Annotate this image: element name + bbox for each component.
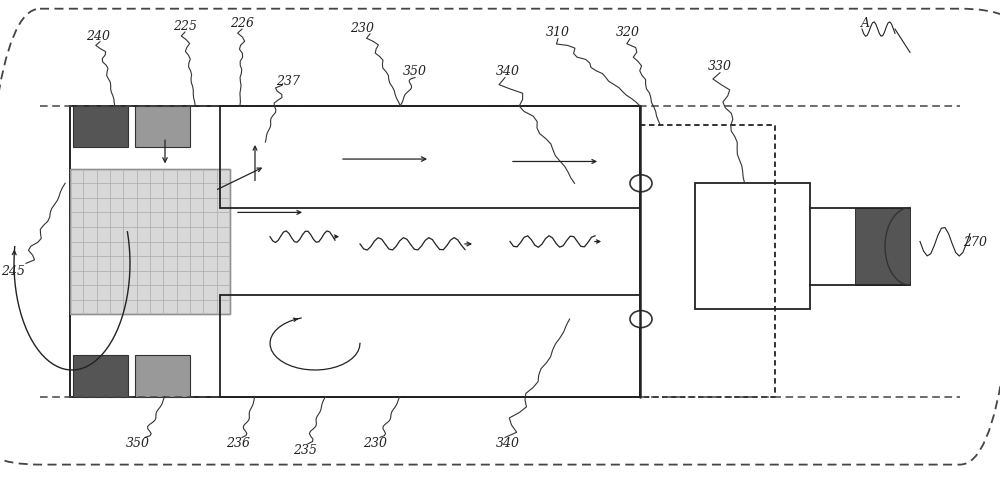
Ellipse shape xyxy=(630,311,652,328)
Text: 270: 270 xyxy=(963,236,987,248)
Text: 230: 230 xyxy=(363,437,387,449)
Bar xyxy=(135,106,190,148)
Text: 236: 236 xyxy=(226,437,250,449)
Bar xyxy=(73,106,128,148)
Text: 340: 340 xyxy=(496,65,520,78)
Text: 240: 240 xyxy=(86,30,110,43)
Text: 320: 320 xyxy=(616,27,640,39)
Text: 237: 237 xyxy=(276,75,300,88)
Text: 350: 350 xyxy=(126,437,150,449)
Bar xyxy=(70,106,640,397)
Bar xyxy=(695,184,810,310)
Bar xyxy=(640,126,775,397)
Text: A: A xyxy=(860,17,870,30)
Bar xyxy=(73,356,128,397)
Text: 350: 350 xyxy=(403,65,427,78)
Bar xyxy=(135,356,190,397)
Bar xyxy=(70,169,230,315)
Text: 235: 235 xyxy=(293,443,317,455)
Text: 226: 226 xyxy=(230,17,254,30)
Text: 230: 230 xyxy=(350,22,374,34)
Ellipse shape xyxy=(630,175,652,193)
Text: 225: 225 xyxy=(173,20,197,33)
Text: 330: 330 xyxy=(708,60,732,73)
Bar xyxy=(855,208,910,286)
Text: 340: 340 xyxy=(496,437,520,449)
Text: 310: 310 xyxy=(546,27,570,39)
Text: 245: 245 xyxy=(1,265,25,277)
